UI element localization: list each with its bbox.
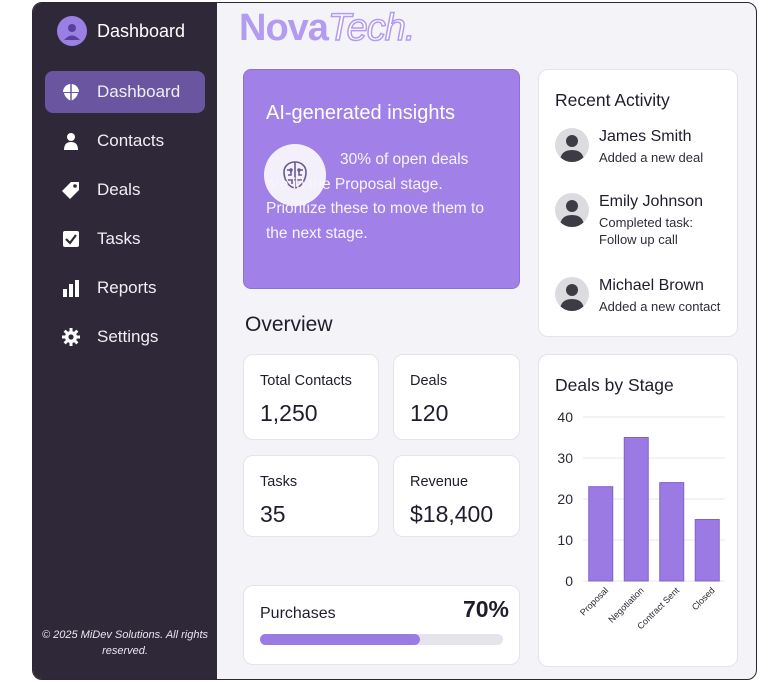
sidebar: Dashboard Dashboard Contacts Deals <box>33 3 217 679</box>
insights-title: AI-generated insights <box>266 102 456 124</box>
checkbox-icon <box>61 229 81 249</box>
stat-label: Tasks <box>260 474 298 490</box>
y-tick-label: 20 <box>557 491 573 507</box>
shield-icon <box>61 82 81 102</box>
y-tick-label: 30 <box>557 450 573 466</box>
stat-value: $18,400 <box>410 501 494 527</box>
sidebar-footer: © 2025 MiDev Solutions. All rights reser… <box>41 629 209 657</box>
bar-proposal[interactable] <box>588 486 614 582</box>
sidebar-item-label: Settings <box>97 327 159 346</box>
stat-card-deals[interactable]: Deals 120 <box>393 354 520 440</box>
stat-card-total-contacts[interactable]: Total Contacts 1,250 <box>243 354 379 440</box>
user-avatar-icon[interactable] <box>57 16 87 46</box>
sidebar-header: Dashboard <box>57 16 185 46</box>
list-item[interactable]: Michael Brown Added a new contact <box>555 277 729 315</box>
activity-desc: Completed task: Follow up call <box>599 215 693 247</box>
y-tick-label: 40 <box>557 409 573 425</box>
sidebar-item-dashboard[interactable]: Dashboard <box>45 71 205 113</box>
person-icon <box>61 131 81 151</box>
sidebar-item-tasks[interactable]: Tasks <box>45 218 205 260</box>
activity-desc: Added a new contact <box>599 299 721 314</box>
insights-text: 30% of open deals are in the Proposal st… <box>266 151 484 242</box>
progress-fill <box>260 634 421 645</box>
sidebar-item-label: Reports <box>97 278 157 297</box>
recent-activity-card: Recent Activity James Smith Added a new … <box>538 69 738 337</box>
list-item[interactable]: James Smith Added a new deal <box>555 128 729 166</box>
ai-insights-card: AI-generated insights 30% of open deals … <box>243 69 520 289</box>
activity-desc: Added a new deal <box>599 150 704 165</box>
sidebar-item-deals[interactable]: Deals <box>45 169 205 211</box>
sidebar-item-label: Tasks <box>97 229 141 248</box>
stat-value: 35 <box>260 501 286 527</box>
sidebar-nav: Dashboard Contacts Deals Tasks <box>45 71 205 365</box>
sidebar-title: Dashboard <box>97 20 186 41</box>
bar-chart-icon <box>61 278 81 298</box>
stat-card-tasks[interactable]: Tasks 35 <box>243 455 379 537</box>
overview-title: Overview <box>245 313 333 336</box>
brain-icon <box>264 144 326 206</box>
purchases-percent: 70% <box>462 596 509 622</box>
tag-icon <box>61 180 81 200</box>
sidebar-item-contacts[interactable]: Contacts <box>45 120 205 162</box>
sidebar-item-label: Contacts <box>97 131 165 150</box>
activity-name: Michael Brown <box>599 277 704 294</box>
chart-title: Deals by Stage <box>555 375 674 395</box>
deals-by-stage-card: Deals by Stage 0 10 20 30 40 Proposal Negotiat… <box>538 354 738 667</box>
y-tick-label: 0 <box>565 573 573 589</box>
sidebar-item-reports[interactable]: Reports <box>45 267 205 309</box>
activity-title: Recent Activity <box>555 90 670 110</box>
bar-contract-sent[interactable] <box>659 482 685 582</box>
activity-name: Emily Johnson <box>599 193 704 210</box>
stat-value: 1,250 <box>260 400 318 426</box>
x-tick-label: Proposal <box>578 585 610 617</box>
brand-logo: NovaTech. <box>239 6 416 50</box>
activity-name: James Smith <box>599 128 692 145</box>
stat-label: Deals <box>410 373 448 389</box>
gear-icon <box>61 327 81 347</box>
sidebar-item-settings[interactable]: Settings <box>45 316 205 358</box>
avatar <box>555 193 589 227</box>
x-tick-label: Closed <box>690 585 717 612</box>
purchases-label: Purchases <box>260 605 336 622</box>
avatar <box>555 277 589 311</box>
bar-negotiation[interactable] <box>623 437 649 582</box>
sidebar-item-label: Deals <box>97 180 141 199</box>
app-window: Dashboard Dashboard Contacts Deals <box>32 2 757 680</box>
stat-value: 120 <box>410 400 449 426</box>
y-tick-label: 10 <box>557 532 573 548</box>
stat-card-revenue[interactable]: Revenue $18,400 <box>393 455 520 537</box>
list-item[interactable]: Emily Johnson Completed task: Follow up … <box>555 193 729 248</box>
purchases-progress-bar <box>260 634 503 645</box>
stat-label: Total Contacts <box>260 373 352 389</box>
avatar <box>555 128 589 162</box>
bar-closed[interactable] <box>694 519 720 582</box>
stat-label: Revenue <box>410 474 469 490</box>
purchases-card: Purchases 70% <box>243 585 520 665</box>
sidebar-item-label: Dashboard <box>97 82 181 101</box>
